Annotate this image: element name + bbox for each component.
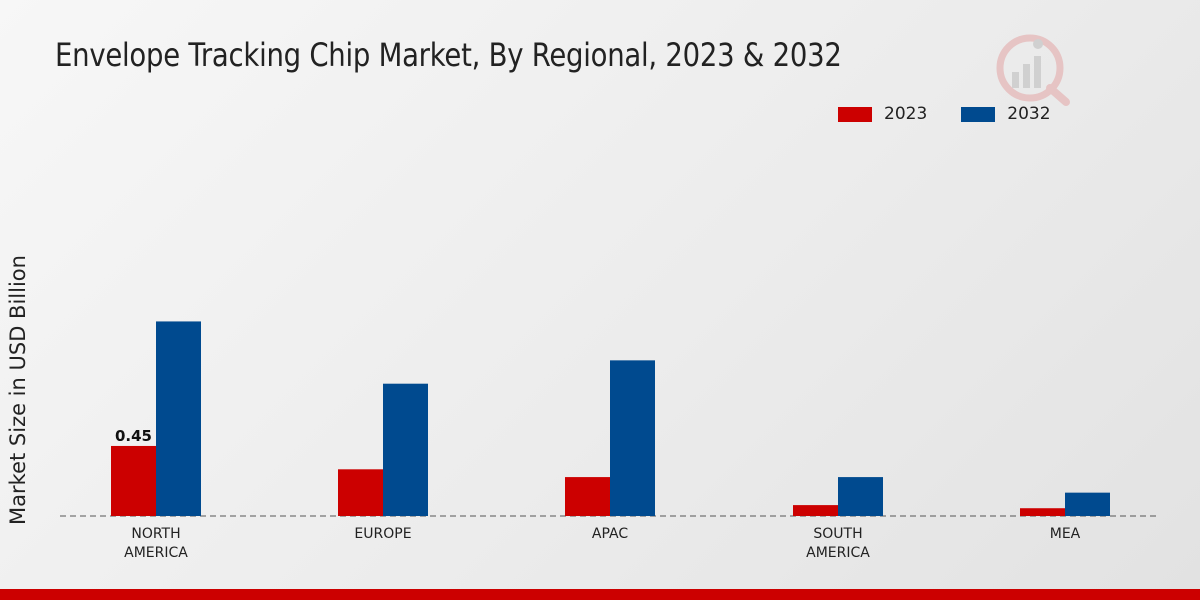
bar-2023-apac (565, 477, 610, 516)
bar-2032-apac (610, 360, 655, 516)
bottom-accent-bar (0, 589, 1200, 600)
legend-item-2023: 2023 (838, 104, 927, 124)
bar-2032-north-america (156, 321, 201, 516)
x-tick-label: AMERICA (124, 545, 188, 561)
x-tick-label: MEA (1050, 526, 1081, 542)
bar-2023-south-america (793, 505, 838, 516)
bar-2023-mea (1020, 508, 1065, 516)
bar-2023-europe (338, 469, 383, 516)
legend-swatch-2032 (961, 106, 996, 122)
legend-label-2032: 2032 (1007, 104, 1051, 124)
bar-2023-north-america (111, 445, 156, 516)
x-tick-label: AMERICA (806, 545, 870, 561)
x-tick-label: NORTH (131, 526, 180, 542)
brand-logo-icon (996, 34, 1070, 106)
legend: 2023 2032 (838, 104, 1085, 124)
x-tick-label: EUROPE (354, 526, 411, 542)
data-label: 0.45 (115, 427, 152, 445)
legend-label-2023: 2023 (884, 104, 928, 124)
legend-swatch-2023 (838, 106, 872, 122)
chart-title: Envelope Tracking Chip Market, By Region… (55, 36, 842, 74)
bar-2032-south-america (838, 477, 883, 516)
bar-2032-mea (1065, 492, 1110, 516)
x-tick-label: SOUTH (813, 526, 862, 542)
x-tick-label: APAC (592, 526, 628, 542)
legend-item-2032: 2032 (961, 104, 1051, 124)
bar-2032-europe (383, 383, 428, 516)
